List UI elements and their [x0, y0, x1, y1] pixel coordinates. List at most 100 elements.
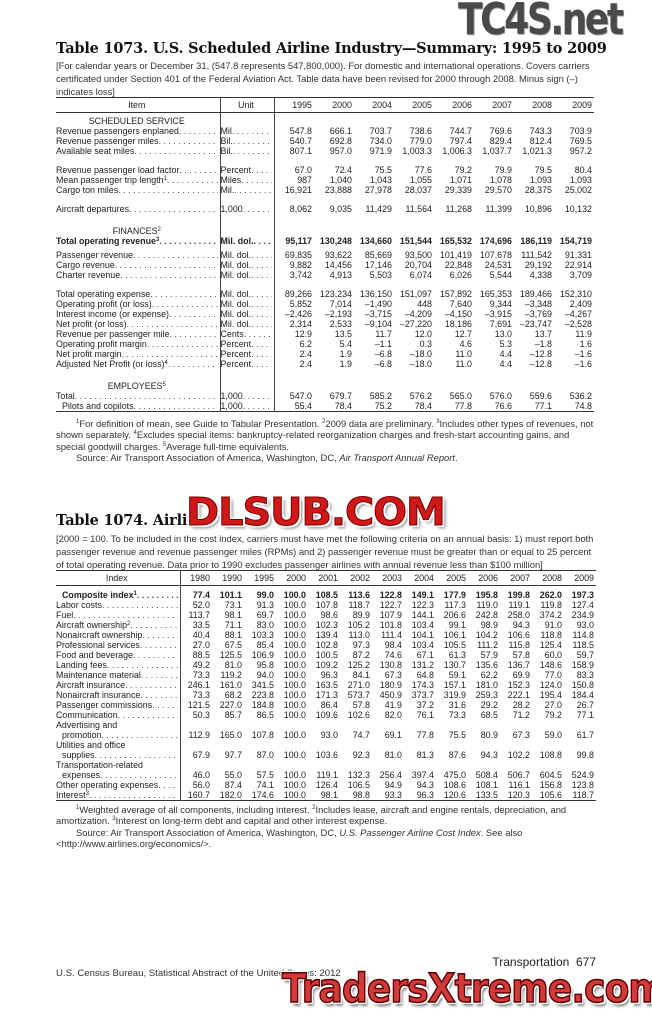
- unit-label-text: Mil. dol.: [220, 289, 252, 299]
- value-cell: 734.0: [369, 136, 392, 146]
- spacer-cell: [56, 195, 221, 204]
- spacer-cell: [434, 223, 474, 236]
- spacer-cell: [274, 195, 314, 204]
- table-1073-headnote: [For calendar years or December 31, (547…: [56, 60, 590, 97]
- value-cell: 98.1: [320, 790, 338, 800]
- row-label-cell: Interest 3: [56, 790, 181, 801]
- value-cell: –12.8: [529, 349, 552, 359]
- value-cell: 113.0: [348, 630, 370, 640]
- unit-cell: Mil. dol.: [220, 309, 275, 319]
- row-label-text: Interest income (or expense): [56, 309, 169, 319]
- value-cell: 206.6: [443, 610, 466, 620]
- value-cell: 73.3: [448, 710, 466, 720]
- value-cell: 107.9: [379, 610, 402, 620]
- value-cell: 33.5: [192, 620, 210, 630]
- value-cell: 100.0: [283, 640, 306, 650]
- value-cell: 55.4: [294, 401, 312, 411]
- spacer-cell: [514, 223, 554, 236]
- value-cell: 199.8: [507, 590, 530, 600]
- table-row-label-line: Advertising and: [56, 720, 596, 730]
- value-cell: –1.6: [574, 349, 592, 359]
- unit-cell: Percent: [220, 349, 275, 359]
- row-label-cell: Fuel: [56, 610, 181, 620]
- value-cell: 27.0: [192, 640, 210, 650]
- value-cell: 52.0: [192, 600, 210, 610]
- row-label: Total: [56, 391, 218, 401]
- source-note: Source: Air Transport Association of Ame…: [56, 827, 601, 850]
- unit-cell: Percent: [220, 339, 275, 349]
- value-cell: 195.4: [539, 690, 562, 700]
- value-cell: 197.3: [571, 590, 594, 600]
- spacer-cell: [436, 740, 468, 750]
- value-cell: 103.4: [411, 620, 434, 630]
- value-cell: 692.8: [329, 136, 352, 146]
- spacer-cell: [394, 378, 434, 391]
- value-cell: –9,104: [364, 319, 392, 329]
- spacer-cell: [514, 378, 554, 391]
- row-label-text: Total operating expense: [56, 289, 151, 299]
- value-cell: 64.8: [416, 670, 434, 680]
- value-cell: 957.2: [569, 146, 592, 156]
- value-cell: 97.7: [224, 750, 242, 760]
- value-cell: 76.1: [416, 710, 434, 720]
- value-cell: 151,097: [399, 289, 432, 299]
- dot-leader: [251, 319, 271, 329]
- value-cell: 126.4: [315, 780, 338, 790]
- dot-leader: [158, 780, 177, 790]
- value-cell: 84.1: [352, 670, 370, 680]
- value-cell: 157.1: [443, 680, 466, 690]
- value-cell: 37.2: [416, 700, 434, 710]
- row-label: Communication: [56, 710, 178, 720]
- row-label: Labor costs: [56, 600, 178, 610]
- unit-cell: Mil. dol.: [220, 289, 275, 299]
- spacer-cell: [434, 378, 474, 391]
- row-label-cell: Labor costs: [56, 600, 181, 610]
- value-cell: 341.5: [251, 680, 274, 690]
- table-row: Landing fees 49.2 81.0 95.8 100.0 109.2 125.2 1…: [56, 660, 596, 670]
- value-cell: 547.0: [289, 391, 312, 401]
- row-label-cell: Charter revenue: [56, 270, 221, 280]
- value-cell: 100.0: [283, 660, 306, 670]
- value-cell: 125.2: [347, 660, 370, 670]
- value-cell: 703.9: [569, 126, 592, 136]
- source-note: Source: Air Transport Association of Ame…: [56, 452, 601, 463]
- value-cell: 119.1: [316, 770, 338, 780]
- value-cell: 113.7: [188, 610, 210, 620]
- row-label: Charter revenue: [56, 270, 218, 280]
- value-cell: 107,678: [479, 250, 512, 260]
- value-cell: 139.4: [315, 630, 338, 640]
- row-label: Pilots and copilots: [62, 401, 218, 411]
- row-label: Cargo revenue: [56, 260, 218, 270]
- value-cell: 80.4: [574, 165, 592, 175]
- spacer-cell: [564, 740, 596, 750]
- value-cell: 95,117: [285, 236, 312, 246]
- row-label-cell: Revenue per passenger mile: [56, 329, 221, 339]
- value-cell: 98.9: [480, 620, 498, 630]
- value-cell: 1,055: [409, 175, 432, 185]
- dot-leader: [133, 250, 218, 260]
- value-cell: 100.0: [283, 620, 306, 630]
- spacer-cell: [554, 214, 594, 223]
- section-heading-row: EMPLOYEES5: [56, 378, 594, 391]
- value-cell: –4,209: [404, 309, 432, 319]
- value-cell: 59.1: [448, 670, 466, 680]
- value-cell: 136.7: [507, 660, 530, 670]
- row-label-cell: Cargo ton miles: [56, 185, 221, 195]
- spacer-cell: [314, 113, 354, 127]
- value-cell: 1.9: [339, 359, 352, 369]
- value-cell: 57.5: [256, 770, 274, 780]
- unit-label: Mil.: [221, 185, 272, 195]
- value-cell: 96.3: [416, 790, 434, 800]
- row-label-cell: promotion: [56, 730, 181, 740]
- value-cell: 25,002: [564, 185, 592, 195]
- section-heading-text: EMPLOYEES: [107, 381, 163, 391]
- unit-label: Mil: [221, 126, 272, 136]
- spacer-cell: [354, 156, 394, 165]
- value-cell: 46.0: [192, 770, 210, 780]
- unit-cell: Mil. dol.: [220, 299, 275, 309]
- spacer-row: [56, 280, 594, 289]
- unit-label-text: Percent: [220, 349, 252, 359]
- value-cell: 100.0: [283, 750, 306, 760]
- value-cell: 130.8: [379, 660, 402, 670]
